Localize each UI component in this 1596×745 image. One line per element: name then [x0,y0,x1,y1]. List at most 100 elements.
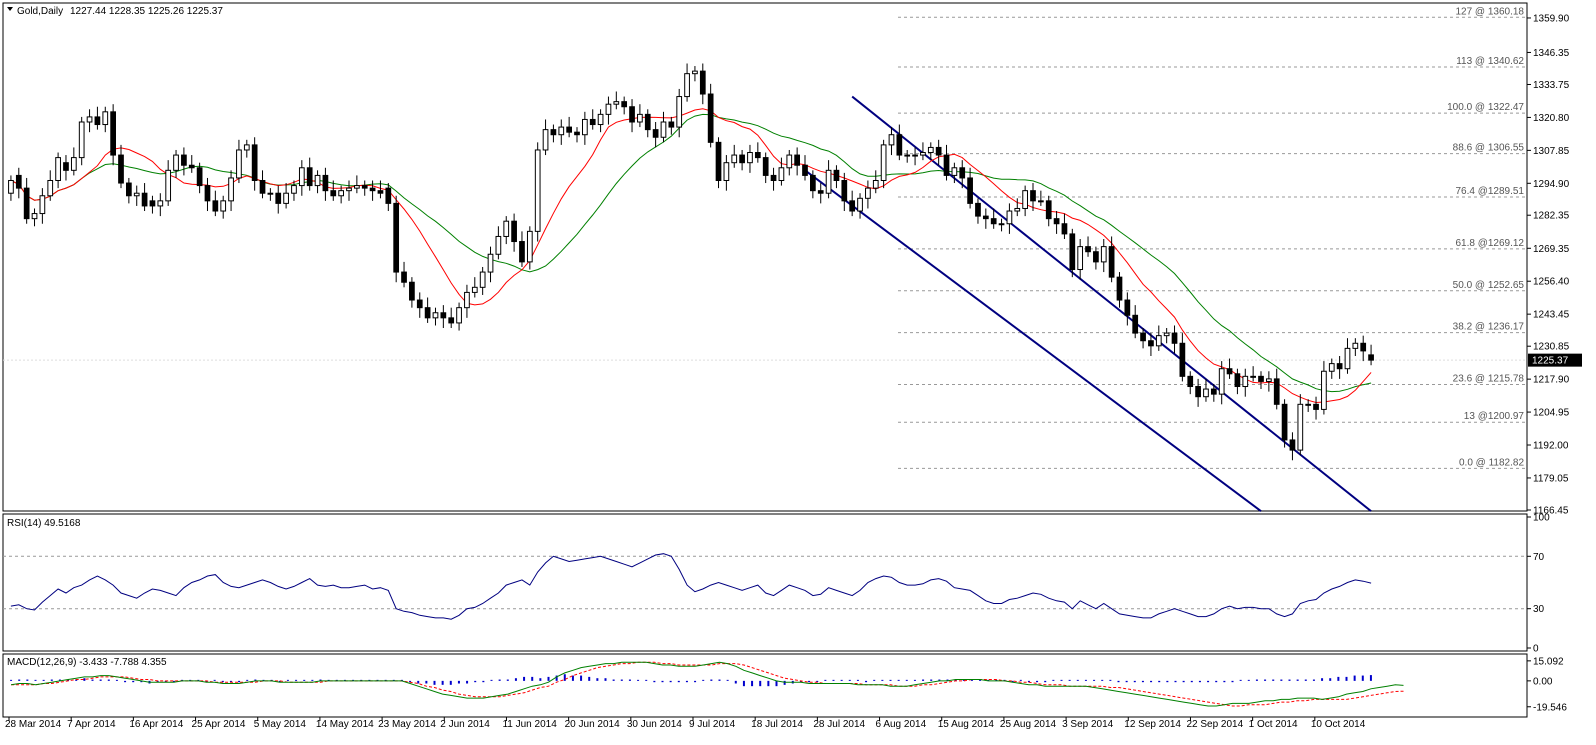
candle-body [47,179,54,197]
candle-body [676,96,683,128]
candle-body [424,307,431,319]
candle-body [39,195,46,215]
candle-body [1030,190,1036,202]
time-tick-label: 22 Sep 2014 [1186,719,1243,730]
macd-tick-label: -19.546 [1533,702,1567,713]
candle-body [1022,190,1028,209]
candle-body [1085,246,1091,253]
candle-body [849,200,856,212]
candle-body [228,177,234,202]
candle-body [1006,210,1013,225]
candle-body [369,187,376,192]
candle-body [495,235,502,255]
time-tick-label: 20 Jun 2014 [565,719,620,730]
candle-body [298,167,305,187]
candle-body [1273,378,1280,405]
candle-body [1321,370,1327,410]
fib-level-label: 23.6 @ 1215.78 [1453,374,1525,385]
rsi-indicator: 100 70 30 0 [3,513,1550,655]
candle-body [998,223,1005,226]
candle-body [644,113,651,131]
time-tick-label: 3 Sep 2014 [1062,719,1114,730]
time-tick-label: 5 May 2014 [254,719,307,730]
candle-body [1061,223,1068,235]
candle-body [880,144,887,181]
candle-body [872,179,879,189]
rsi-panel-frame [2,513,1528,652]
fib-level-label: 50.0 @ 1252.65 [1453,280,1525,291]
time-tick-label: 11 Jun 2014 [502,719,557,730]
candle-body [1226,368,1233,375]
macd-signal-line [11,661,1404,707]
candle-body [102,111,109,126]
candle-body [574,131,580,136]
time-tick-label: 16 Apr 2014 [129,719,183,730]
candle-body [692,70,698,75]
rsi-tick-label: 100 [1533,513,1550,524]
time-tick-label: 14 May 2014 [316,719,374,730]
candle-body [896,134,903,156]
time-tick-label: 10 Oct 2014 [1311,719,1366,730]
time-tick-label: 28 Mar 2014 [5,719,62,730]
candle-body [110,111,116,156]
candle-body [157,200,164,207]
candle-body [243,144,250,151]
candle-body [841,179,848,202]
candle-body [1210,388,1217,395]
candle-body [1368,354,1374,361]
main-symbol-label: Gold,Daily [17,6,63,17]
candle-body [440,312,447,319]
candle-body [393,202,400,273]
candle-body [94,116,101,126]
candle-body [432,312,439,319]
candle-body [1336,363,1343,370]
price-tick-label: 1333.75 [1533,80,1570,91]
candle-body [888,134,895,146]
candle-body [1077,246,1084,271]
current-price-box [1528,353,1582,367]
candle-body [982,215,989,220]
candle-body [173,154,179,171]
candle-body [1163,332,1170,337]
candle-body [377,190,384,194]
candle-body [1108,246,1115,278]
time-tick-label: 15 Aug 2014 [938,719,995,730]
candle-body [354,185,360,189]
candle-body [621,101,628,108]
candle-body [747,152,753,164]
dropdown-triangle-icon[interactable] [7,7,13,11]
time-tick-label: 28 Jul 2014 [813,719,865,730]
candle-body [306,167,313,187]
candle-body [534,149,541,232]
candle-body [464,291,470,309]
candle-body [78,121,85,159]
candle-body [637,113,643,123]
candle-body [283,192,289,204]
candle-body [487,253,494,273]
candle-body [550,129,557,136]
candle-body [857,197,863,212]
macd-tick-label: 15.092 [1533,656,1564,667]
candle-body [314,174,321,187]
candle-body [1140,332,1146,342]
fib-level-label: 61.8 @1269.12 [1455,238,1524,249]
candle-body [1053,218,1060,225]
candle-body [401,271,407,283]
price-tick-label: 1320.80 [1533,113,1570,124]
rsi-tick-label: 0 [1533,644,1539,655]
candle-body [448,317,455,324]
candle-body [1171,332,1178,344]
price-tick-label: 1166.45 [1533,506,1569,517]
candle-body [212,200,219,212]
candlesticks [8,63,1374,461]
candle-body [951,167,958,176]
price-channel [804,95,1372,512]
rsi-header-label: RSI(14) 49.5168 [7,518,81,529]
candle-body [558,126,565,136]
candle-body [1014,207,1021,212]
price-tick-label: 1217.90 [1533,375,1570,386]
candle-body [416,299,423,309]
candle-body [660,121,667,138]
candle-body [479,271,486,288]
